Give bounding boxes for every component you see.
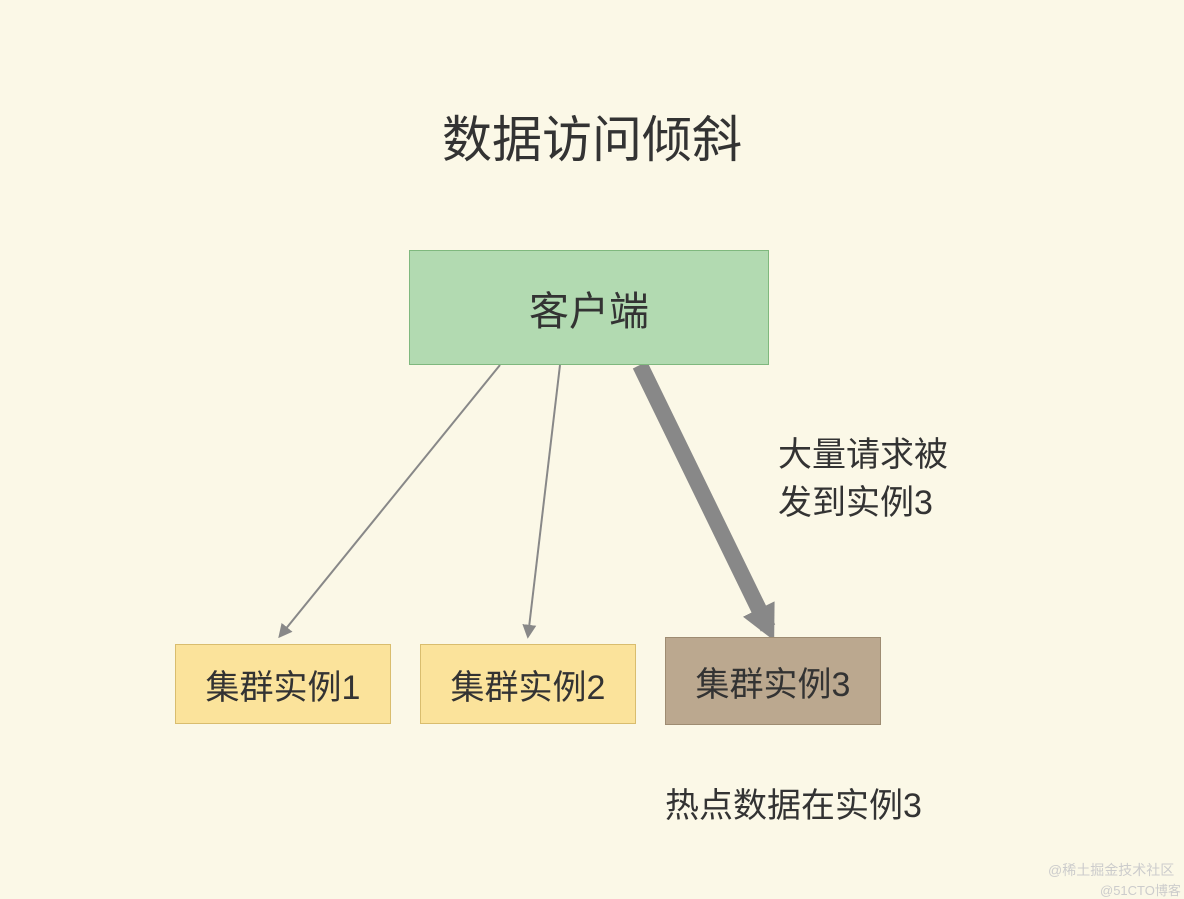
node-instance1-label: 集群实例1 [206,660,361,709]
watermark-51cto: @51CTO博客 [1100,880,1181,899]
hotspot-caption: 热点数据在实例3 [665,778,922,827]
heavy-traffic-annotation: 大量请求被 发到实例3 [778,432,948,527]
node-instance3: 集群实例3 [665,637,881,725]
annotation-line2: 发到实例3 [778,480,948,528]
node-instance3-label: 集群实例3 [696,657,851,706]
node-instance2-label: 集群实例2 [451,660,606,709]
node-instance1: 集群实例1 [175,644,391,724]
annotation-line1: 大量请求被 [778,432,948,480]
edge-client-instance1 [280,365,500,636]
edge-client-instance3 [640,365,768,628]
node-client: 客户端 [409,250,769,365]
edge-client-instance2 [528,365,560,636]
watermark-juejin: @稀土掘金技术社区 [1048,860,1174,880]
diagram-title: 数据访问倾斜 [0,100,1184,172]
node-instance2: 集群实例2 [420,644,636,724]
diagram-canvas: 数据访问倾斜 客户端 集群实例1 集群实例2 集群实例3 大量请求被 发到实例3… [0,0,1184,899]
node-client-label: 客户端 [529,279,649,337]
